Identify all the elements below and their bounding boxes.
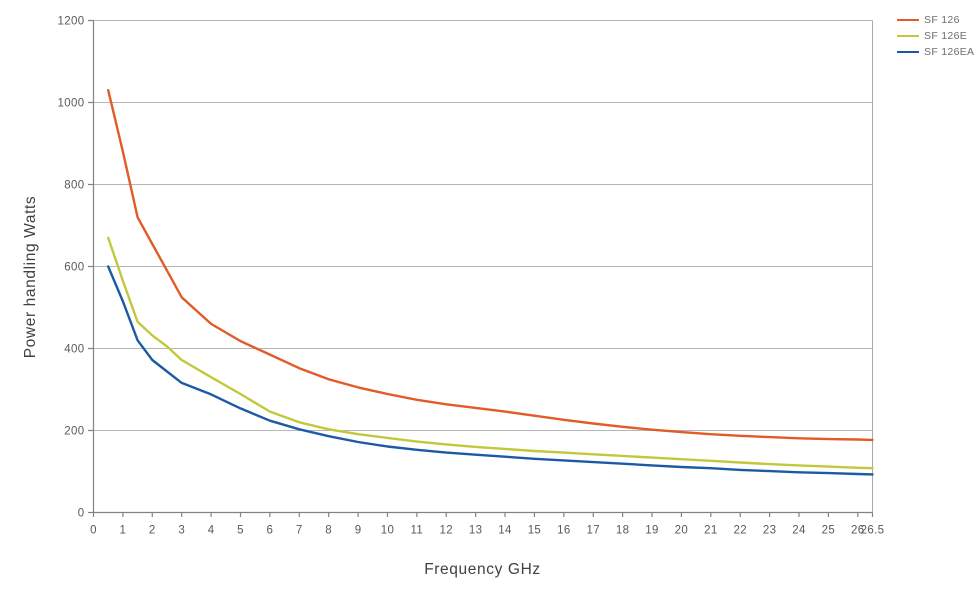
x-tick-label: 8: [325, 525, 332, 537]
series-line-sf-126ea: [107, 265, 874, 476]
legend-label: SF 126E: [924, 30, 968, 42]
x-tick-label: 2: [149, 525, 156, 537]
y-tick-label: 400: [64, 344, 84, 356]
x-tick-label: 7: [296, 525, 303, 537]
x-tick-label: 9: [355, 525, 362, 537]
x-tick-label: 26: [851, 525, 864, 537]
x-tick-label: 15: [528, 525, 541, 537]
legend-item-sf-126: SF 126: [897, 12, 974, 28]
y-tick-label: 200: [64, 426, 84, 438]
legend-item-sf-126ea: SF 126EA: [897, 44, 974, 60]
legend-label: SF 126EA: [924, 46, 975, 58]
x-tick-label: 1: [120, 525, 127, 537]
y-tick-label: 800: [64, 180, 84, 192]
x-tick-label: 11: [411, 525, 424, 537]
x-tick-label: 3: [178, 525, 185, 537]
legend-swatch-line: [897, 18, 919, 22]
x-tick-label: 21: [704, 525, 717, 537]
y-tick-label: 600: [64, 262, 84, 274]
y-tick-label: 0: [78, 508, 85, 520]
x-tick-label: 24: [792, 525, 806, 537]
x-tick-label: 0: [90, 525, 97, 537]
x-tick-label: 12: [440, 525, 453, 537]
x-tick-label: 6: [267, 525, 274, 537]
x-tick-label: 23: [763, 525, 776, 537]
series-line-sf-126e: [107, 236, 874, 470]
x-tick-label: 13: [469, 525, 482, 537]
x-tick-label: 25: [822, 525, 835, 537]
x-tick-label: 5: [237, 525, 244, 537]
legend: SF 126 SF 126E SF 126EA: [897, 12, 974, 60]
x-tick-label: 17: [586, 525, 599, 537]
x-axis-title: Frequency GHz: [424, 561, 541, 578]
legend-item-sf-126e: SF 126E: [897, 28, 974, 44]
x-tick-label: 26.5: [861, 525, 885, 537]
x-tick-label: 14: [498, 525, 512, 537]
legend-swatch-line: [897, 50, 919, 54]
x-tick-label: 19: [645, 525, 658, 537]
legend-label: SF 126: [924, 14, 960, 26]
legend-swatch-line: [897, 34, 919, 38]
x-tick-label: 16: [557, 525, 570, 537]
x-tick-label: 4: [208, 525, 215, 537]
x-tick-label: 10: [381, 525, 394, 537]
y-axis-title: Power handling Watts: [22, 195, 39, 359]
y-tick-label: 1200: [58, 16, 85, 28]
x-tick-label: 20: [675, 525, 688, 537]
x-tick-label: 18: [616, 525, 629, 537]
x-tick-label: 22: [733, 525, 746, 537]
series-line-sf-126: [107, 89, 874, 442]
y-tick-label: 1000: [58, 98, 85, 110]
